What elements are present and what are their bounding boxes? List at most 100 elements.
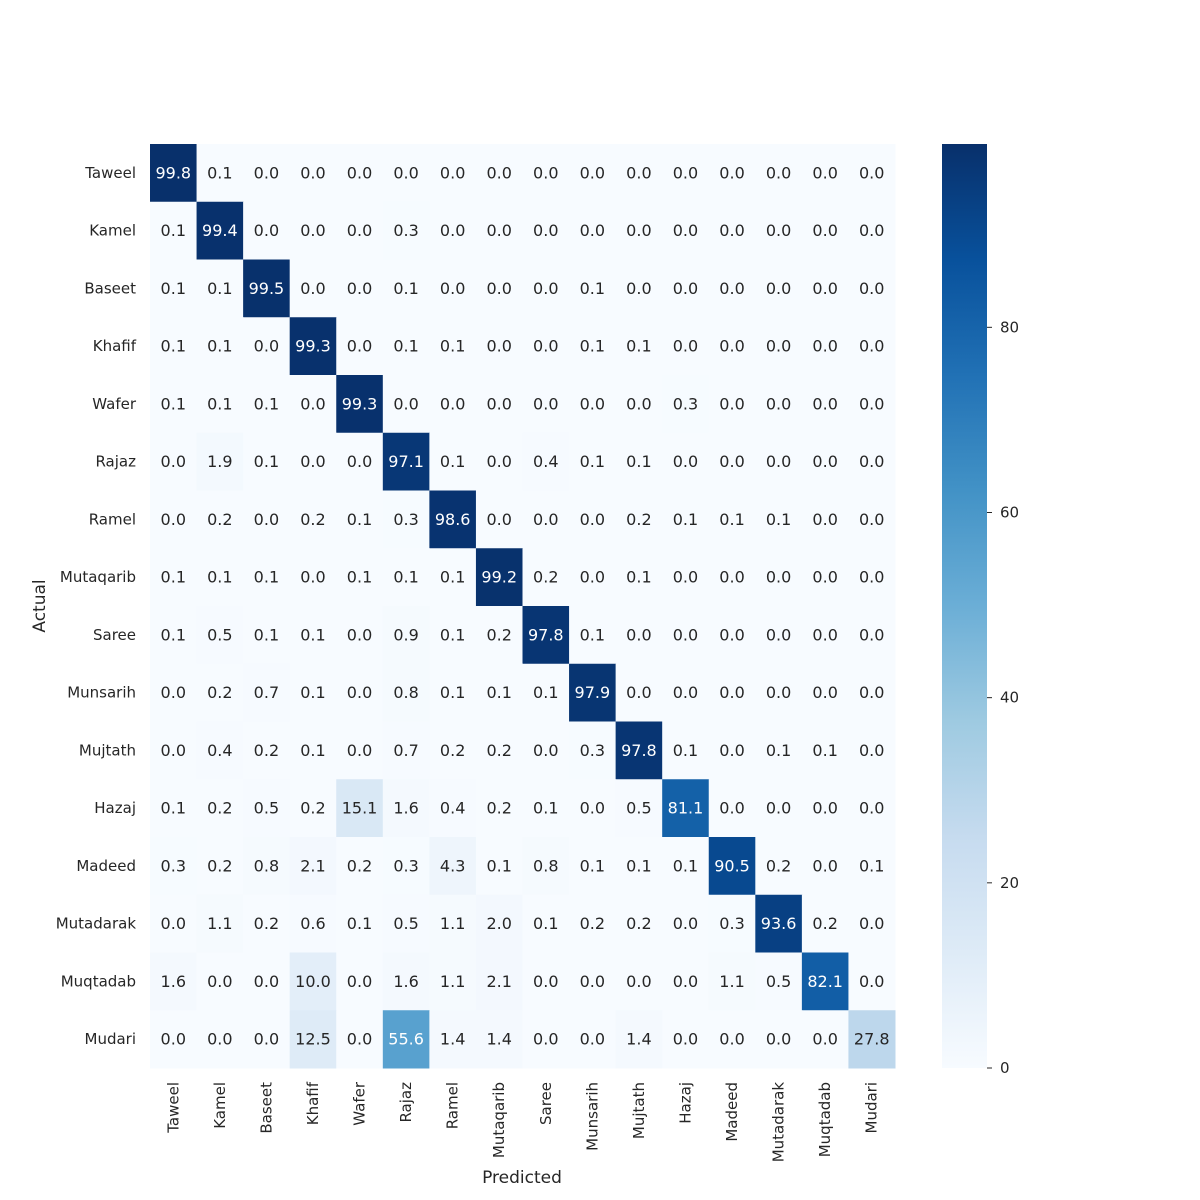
heatmap-cell xyxy=(336,952,384,1011)
x-tick-label: Ramel xyxy=(444,1082,462,1129)
heatmap-cell xyxy=(382,721,430,780)
cell-value-label: 0.7 xyxy=(254,683,279,702)
y-tick-label: Mutaqarib xyxy=(60,568,136,586)
cell-value-label: 0.0 xyxy=(673,279,698,298)
heatmap-cell xyxy=(475,663,523,722)
x-tick-label: Wafer xyxy=(351,1081,369,1126)
heatmap-cell xyxy=(569,490,617,549)
heatmap-cell xyxy=(615,548,663,607)
heatmap-cell xyxy=(382,1010,430,1069)
cell-value-label: 0.0 xyxy=(673,914,698,933)
heatmap-cell xyxy=(662,1010,710,1069)
cell-value-label: 0.1 xyxy=(207,163,232,182)
heatmap-cell xyxy=(615,606,663,665)
cell-value-label: 0.8 xyxy=(254,856,279,875)
heatmap-cell xyxy=(382,894,430,953)
cell-value-label: 0.1 xyxy=(766,741,791,760)
heatmap-cell xyxy=(755,663,803,722)
cell-value-label: 97.1 xyxy=(388,452,424,471)
cell-value-label: 0.0 xyxy=(626,163,651,182)
heatmap-cell xyxy=(382,259,430,318)
cell-value-label: 0.0 xyxy=(347,163,372,182)
heatmap-cell xyxy=(755,721,803,780)
cell-value-label: 0.0 xyxy=(859,683,884,702)
heatmap-cell xyxy=(429,490,477,549)
heatmap-cell xyxy=(429,837,477,896)
cell-value-label: 0.0 xyxy=(254,1030,279,1049)
heatmap-cell xyxy=(150,952,198,1011)
heatmap-cell xyxy=(475,375,523,434)
heatmap-cell xyxy=(801,317,849,376)
heatmap-cell xyxy=(708,490,756,549)
cell-value-label: 0.0 xyxy=(580,394,605,413)
heatmap-cell xyxy=(243,144,291,203)
heatmap-cell xyxy=(708,317,756,376)
heatmap-cell xyxy=(475,201,523,260)
cell-value-label: 0.1 xyxy=(859,856,884,875)
colorbar-tick-label: 40 xyxy=(1000,689,1019,707)
cell-value-label: 0.1 xyxy=(207,279,232,298)
cell-value-label: 0.1 xyxy=(440,568,465,587)
x-tick-label: Mudari xyxy=(863,1082,881,1134)
heatmap-cell xyxy=(243,548,291,607)
heatmap-cell xyxy=(755,1010,803,1069)
heatmap-cell xyxy=(429,201,477,260)
cell-value-label: 0.2 xyxy=(207,683,232,702)
cell-value-label: 0.0 xyxy=(347,683,372,702)
heatmap-cell xyxy=(243,432,291,491)
heatmap-cell xyxy=(615,490,663,549)
cell-value-label: 0.0 xyxy=(347,741,372,760)
heatmap-cell xyxy=(475,606,523,665)
cell-value-label: 0.1 xyxy=(161,568,186,587)
cell-value-label: 0.0 xyxy=(719,799,744,818)
heatmap-cell xyxy=(196,894,244,953)
heatmap-cell xyxy=(336,259,384,318)
cell-value-label: 0.5 xyxy=(626,799,651,818)
cell-value-label: 1.4 xyxy=(626,1030,651,1049)
heatmap-cell xyxy=(569,201,617,260)
x-tick-label: Baseet xyxy=(257,1082,275,1134)
cell-value-label: 0.0 xyxy=(812,799,837,818)
heatmap-cell xyxy=(150,837,198,896)
heatmap-cell xyxy=(150,144,198,203)
heatmap-cell xyxy=(801,144,849,203)
cell-value-label: 0.1 xyxy=(393,279,418,298)
cell-value-label: 0.0 xyxy=(719,625,744,644)
cell-value-label: 0.3 xyxy=(393,510,418,529)
cell-value-label: 0.0 xyxy=(859,914,884,933)
heatmap-cell xyxy=(196,144,244,203)
heatmap-cell xyxy=(662,144,710,203)
cell-value-label: 0.1 xyxy=(486,683,511,702)
heatmap-cell xyxy=(243,606,291,665)
cell-value-label: 0.1 xyxy=(161,221,186,240)
heatmap-cell xyxy=(429,432,477,491)
cell-value-label: 0.0 xyxy=(812,337,837,356)
colorbar-tick-label: 80 xyxy=(1000,318,1019,336)
cell-value-label: 0.0 xyxy=(859,337,884,356)
cell-value-label: 1.1 xyxy=(440,914,465,933)
heatmap-cell xyxy=(475,490,523,549)
cell-value-label: 0.1 xyxy=(161,337,186,356)
heatmap-cell xyxy=(801,375,849,434)
heatmap-cell xyxy=(429,952,477,1011)
cell-value-label: 0.0 xyxy=(673,221,698,240)
cell-value-label: 0.0 xyxy=(440,394,465,413)
heatmap-cell xyxy=(475,432,523,491)
heatmap-cell xyxy=(150,259,198,318)
heatmap-cell xyxy=(382,490,430,549)
cell-value-label: 0.0 xyxy=(859,510,884,529)
heatmap-cell xyxy=(848,606,896,665)
cell-value-label: 1.1 xyxy=(440,972,465,991)
cell-value-label: 0.0 xyxy=(580,1030,605,1049)
heatmap-cell xyxy=(150,606,198,665)
heatmap-cell xyxy=(662,432,710,491)
cell-value-label: 0.0 xyxy=(766,163,791,182)
cell-value-label: 0.0 xyxy=(719,279,744,298)
heatmap-cell xyxy=(336,144,384,203)
heatmap-cell xyxy=(289,375,337,434)
heatmap-cell xyxy=(708,721,756,780)
cell-value-label: 0.4 xyxy=(533,452,558,471)
y-axis-ticks: Taweel Kamel Baseet Khafif Wafer Rajaz Ramel Mu… xyxy=(56,164,137,1048)
cell-value-label: 0.0 xyxy=(347,1030,372,1049)
